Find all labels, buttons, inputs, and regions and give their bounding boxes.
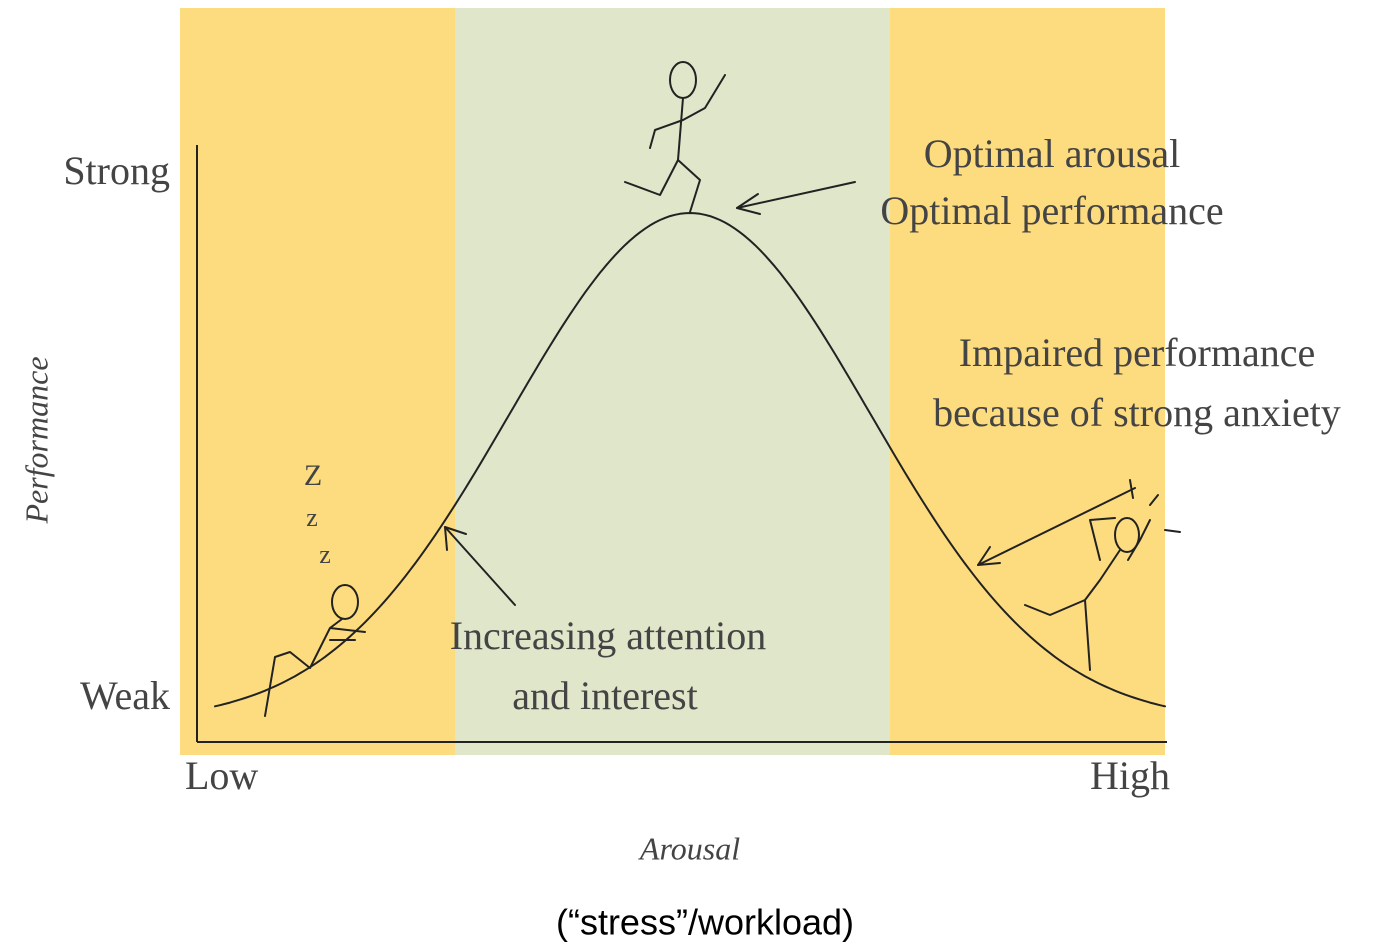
x-left-label: Low: [185, 753, 258, 798]
sleep-z: z: [319, 540, 331, 569]
annotation: Impaired performance: [959, 330, 1315, 375]
anxious-figure: [1024, 479, 1181, 671]
arrow: [736, 181, 856, 215]
running-figure: [624, 61, 726, 213]
x-axis-title: Arousal: [638, 830, 740, 866]
annotation: Increasing attention: [450, 613, 767, 658]
annotation: because of strong anxiety: [933, 390, 1341, 435]
caption: (“stress”/workload): [556, 902, 854, 943]
low-zone: [180, 8, 455, 755]
y-top-label: Strong: [63, 148, 170, 193]
annotation: Optimal performance: [880, 188, 1223, 233]
sleep-z: Z: [304, 459, 322, 492]
y-bottom-label: Weak: [80, 673, 170, 718]
high-zone: [890, 8, 1165, 755]
performance-curve: [214, 212, 1166, 708]
annotation: and interest: [512, 673, 698, 718]
x-right-label: High: [1090, 753, 1170, 798]
sleeping-figure: [264, 584, 366, 717]
sleep-z: z: [306, 503, 318, 532]
arrow: [977, 487, 1136, 566]
arrow: [444, 526, 516, 606]
y-axis-title: Performance: [18, 356, 54, 524]
annotation: Optimal arousal: [924, 131, 1181, 176]
